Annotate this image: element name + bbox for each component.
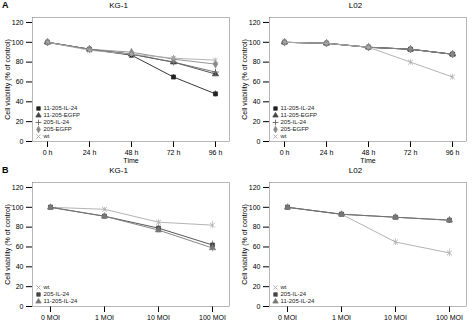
svg-text:wt: wt bbox=[280, 133, 287, 139]
svg-text:205-IL-24: 205-IL-24 bbox=[44, 291, 70, 297]
svg-text:0 MOI: 0 MOI bbox=[278, 314, 297, 321]
svg-text:100: 100 bbox=[12, 39, 24, 46]
svg-text:205-IL-24: 205-IL-24 bbox=[44, 119, 70, 125]
svg-text:20: 20 bbox=[16, 283, 24, 290]
svg-text:60: 60 bbox=[253, 78, 261, 85]
svg-text:72 h: 72 h bbox=[404, 149, 418, 156]
svg-text:10 MOI: 10 MOI bbox=[147, 314, 170, 321]
html-text:L02: L02 bbox=[348, 166, 363, 175]
svg-text:20: 20 bbox=[253, 283, 261, 290]
svg-text:48 h: 48 h bbox=[125, 149, 139, 156]
svg-text:11-205-IL-24: 11-205-IL-24 bbox=[281, 105, 316, 111]
svg-text:Cell viability (% of control): Cell viability (% of control) bbox=[4, 39, 12, 120]
svg-text:100: 100 bbox=[12, 204, 24, 211]
svg-text:96 h: 96 h bbox=[209, 149, 223, 156]
svg-text:0 h: 0 h bbox=[280, 149, 290, 156]
svg-text:Cell viability (% of control): Cell viability (% of control) bbox=[4, 204, 12, 285]
svg-text:0 h: 0 h bbox=[43, 149, 53, 156]
svg-text:1 MOI: 1 MOI bbox=[95, 314, 114, 321]
svg-text:0: 0 bbox=[20, 138, 24, 145]
svg-text:60: 60 bbox=[16, 78, 24, 85]
svg-text:48 h: 48 h bbox=[362, 149, 376, 156]
svg-text:96 h: 96 h bbox=[446, 149, 460, 156]
svg-text:120: 120 bbox=[249, 19, 261, 26]
html-text:KG-1: KG-1 bbox=[109, 166, 128, 175]
svg-text:11-205-IL-24: 11-205-IL-24 bbox=[281, 298, 316, 304]
svg-text:wt: wt bbox=[280, 284, 287, 290]
svg-text:24 h: 24 h bbox=[83, 149, 97, 156]
svg-text:80: 80 bbox=[16, 58, 24, 65]
html-text:L02: L02 bbox=[348, 1, 363, 10]
svg-text:40: 40 bbox=[16, 263, 24, 270]
svg-text:120: 120 bbox=[12, 184, 24, 191]
svg-text:100: 100 bbox=[249, 39, 261, 46]
svg-text:Time: Time bbox=[360, 157, 375, 164]
html-text:A: A bbox=[2, 0, 9, 10]
svg-text:wt: wt bbox=[43, 284, 50, 290]
svg-text:0 MOI: 0 MOI bbox=[41, 314, 60, 321]
svg-text:80: 80 bbox=[16, 223, 24, 230]
svg-text:0: 0 bbox=[257, 138, 261, 145]
html-text:KG-1: KG-1 bbox=[109, 1, 128, 10]
svg-text:11-205-EGFP: 11-205-EGFP bbox=[44, 112, 81, 118]
svg-text:205-IL-24: 205-IL-24 bbox=[281, 291, 307, 297]
svg-text:40: 40 bbox=[16, 98, 24, 105]
svg-text:120: 120 bbox=[249, 184, 261, 191]
svg-text:10 MOI: 10 MOI bbox=[384, 314, 407, 321]
svg-text:100 MOI: 100 MOI bbox=[436, 314, 463, 321]
svg-text:20: 20 bbox=[16, 118, 24, 125]
svg-text:Cell viability (% of control): Cell viability (% of control) bbox=[241, 204, 249, 285]
svg-text:11-205-IL-24: 11-205-IL-24 bbox=[44, 298, 79, 304]
svg-text:205-EGFP: 205-EGFP bbox=[281, 126, 309, 132]
svg-text:80: 80 bbox=[253, 223, 261, 230]
svg-text:100 MOI: 100 MOI bbox=[199, 314, 226, 321]
svg-text:wt: wt bbox=[43, 133, 50, 139]
svg-text:1 MOI: 1 MOI bbox=[332, 314, 351, 321]
svg-text:60: 60 bbox=[16, 243, 24, 250]
svg-text:40: 40 bbox=[253, 263, 261, 270]
svg-text:80: 80 bbox=[253, 58, 261, 65]
svg-text:120: 120 bbox=[12, 19, 24, 26]
svg-text:Time: Time bbox=[123, 157, 138, 164]
svg-text:205-IL-24: 205-IL-24 bbox=[281, 119, 307, 125]
svg-text:40: 40 bbox=[253, 98, 261, 105]
svg-text:60: 60 bbox=[253, 243, 261, 250]
html-text:B: B bbox=[2, 165, 9, 175]
svg-text:20: 20 bbox=[253, 118, 261, 125]
svg-text:72 h: 72 h bbox=[167, 149, 181, 156]
svg-text:0: 0 bbox=[257, 303, 261, 310]
svg-text:24 h: 24 h bbox=[320, 149, 334, 156]
svg-text:100: 100 bbox=[249, 204, 261, 211]
svg-text:0: 0 bbox=[20, 303, 24, 310]
svg-text:Cell viability (% of control): Cell viability (% of control) bbox=[241, 39, 249, 120]
svg-text:11-205-EGFP: 11-205-EGFP bbox=[281, 112, 318, 118]
svg-text:11-205-IL-24: 11-205-IL-24 bbox=[44, 105, 79, 111]
svg-text:205-EGFP: 205-EGFP bbox=[44, 126, 72, 132]
